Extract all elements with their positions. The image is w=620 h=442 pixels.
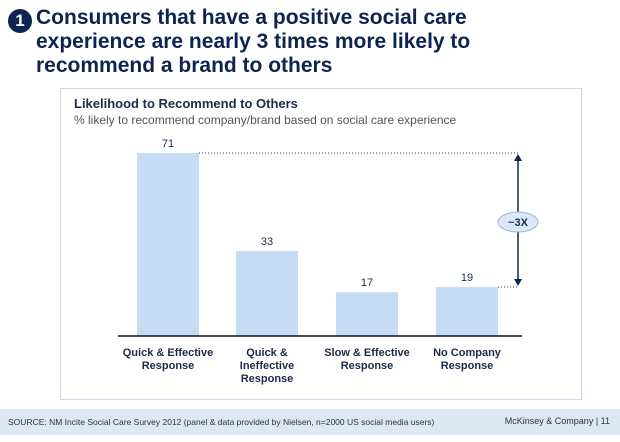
value-label-3: 19	[461, 272, 473, 284]
headline: 1 Consumers that have a positive social …	[8, 6, 608, 78]
category-label-2-0: Slow & Effective	[324, 347, 410, 359]
arrow-head-bottom	[514, 279, 522, 287]
value-label-2: 17	[361, 277, 373, 289]
category-label-2-1: Response	[341, 360, 394, 372]
number-badge: 1	[8, 9, 32, 33]
category-label-1-2: Response	[241, 373, 294, 385]
headline-line-3: recommend a brand to others	[36, 54, 333, 77]
category-label-3-0: No Company	[433, 347, 502, 359]
category-label-1-1: Ineffective	[240, 360, 294, 372]
value-label-0: 71	[162, 138, 174, 150]
category-label-1-0: Quick &	[246, 347, 288, 359]
category-label-0-0: Quick & Effective	[123, 347, 213, 359]
source-note: SOURCE: NM Incite Social Care Survey 201…	[8, 417, 435, 427]
footer: SOURCE: NM Incite Social Care Survey 201…	[0, 409, 620, 435]
chart-subtitle: % likely to recommend company/brand base…	[74, 113, 457, 127]
brand-label: McKinsey & Company | 11	[504, 416, 610, 426]
multiplier-label: ~3X	[508, 217, 529, 229]
bar-2	[336, 292, 398, 336]
arrow-head-top	[514, 154, 522, 161]
multiplier-badge	[497, 211, 539, 233]
headline-text: Consumers that have a positive social ca…	[36, 6, 608, 78]
bar-3	[436, 287, 498, 336]
headline-line-2: experience are nearly 3 times more likel…	[36, 30, 471, 53]
chart-title: Likelihood to Recommend to Others	[74, 96, 298, 111]
category-label-0-1: Response	[142, 360, 195, 372]
bar-0	[137, 153, 199, 336]
chart-panel	[60, 88, 582, 400]
headline-line-1: Consumers that have a positive social ca…	[36, 6, 467, 29]
bar-1	[236, 250, 298, 336]
value-label-1: 33	[261, 236, 273, 248]
category-label-3-1: Response	[441, 360, 494, 372]
